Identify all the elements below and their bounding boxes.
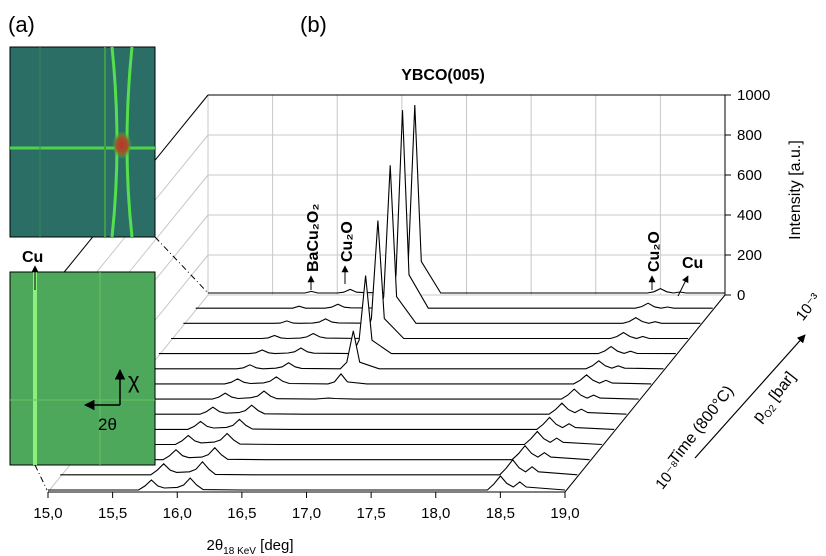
inset-axis-label: χ (128, 368, 140, 393)
peak-annotation: BaCu₂O₂ (305, 204, 322, 272)
y-tick-label: 1000 (737, 87, 770, 104)
inset-axis-label: 2θ (98, 415, 117, 434)
trace (146, 330, 664, 370)
x-tick-label: 17,0 (292, 505, 321, 522)
trace (60, 458, 578, 476)
y-tick-label: 800 (737, 127, 762, 144)
panel-label: (b) (300, 12, 327, 37)
trace (109, 402, 627, 415)
trace (183, 165, 701, 324)
inset-image-a (9, 46, 156, 238)
x-axis-label-sub: 18 KeV (223, 546, 256, 556)
peak-annotation: YBCO(005) (401, 67, 485, 84)
trace (134, 373, 652, 385)
peak-annotation: Cu₂O (646, 231, 663, 272)
trace (48, 475, 566, 491)
x-axis-label-unit: [deg] (256, 537, 294, 554)
peak-annotation: Cu (682, 255, 703, 272)
x-tick-label: 18,0 (421, 505, 450, 522)
pressure-arrow (694, 334, 806, 459)
annotation-arrow (677, 275, 689, 297)
panel-label: (a) (8, 12, 35, 37)
trace (195, 110, 713, 309)
trace (97, 416, 615, 430)
x-axis-label-main: 2θ (206, 537, 223, 554)
inset-annotation: Cu (22, 249, 43, 266)
x-tick-label: 18,5 (486, 505, 515, 522)
trace (121, 388, 639, 400)
x-tick-label: 16,5 (227, 505, 256, 522)
x-tick-label: 19,0 (550, 505, 579, 522)
y-tick-label: 0 (737, 287, 745, 304)
x-tick-label: 17,5 (357, 505, 386, 522)
trace (72, 444, 590, 461)
pressure-axis-label: pO2 [bar] (750, 369, 802, 428)
x-tick-label: 15,5 (98, 505, 127, 522)
x-tick-label: 16,0 (163, 505, 192, 522)
y-tick-label: 600 (737, 167, 762, 184)
x-axis-label: 2θ18 KeV [deg] (206, 537, 293, 556)
peak-annotation: Cu₂O (339, 221, 356, 262)
y-tick-label: 200 (737, 247, 762, 264)
y-tick-label: 400 (737, 207, 762, 224)
inset-image-b: χ 2θ (9, 271, 156, 466)
pressure-tick-label: 10⁻³ (793, 290, 825, 324)
y-axis-label: Intensity [a.u.] (787, 140, 804, 240)
connector (34, 464, 48, 491)
depth-axis-label: Time (800°C) (666, 383, 738, 468)
axis-line (564, 294, 726, 493)
x-tick-label: 15,0 (33, 505, 62, 522)
trace (84, 430, 602, 446)
